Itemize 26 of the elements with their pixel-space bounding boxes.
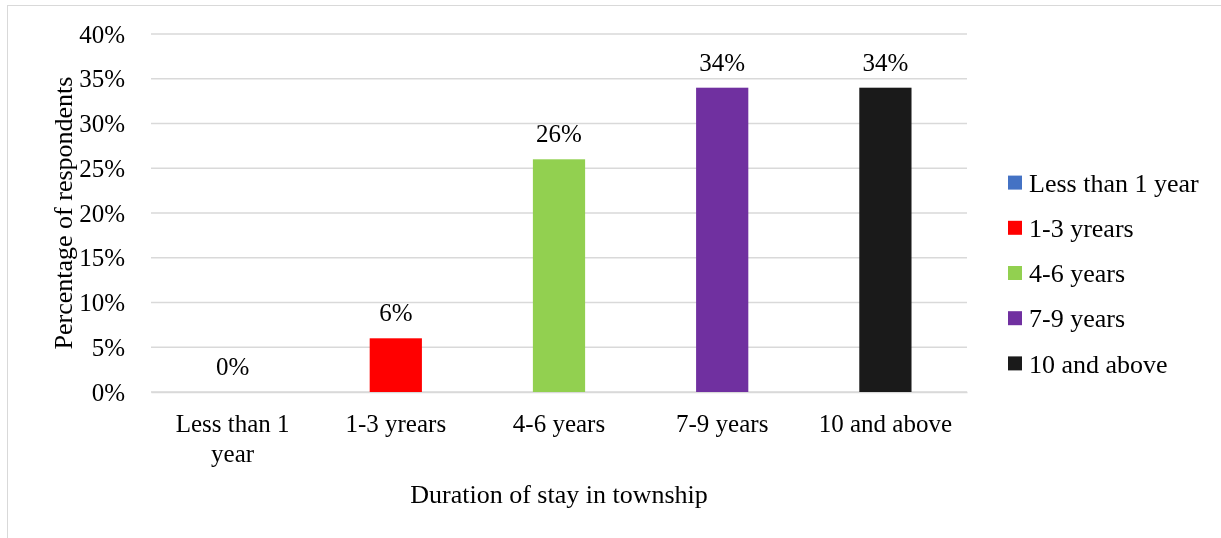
x-tick-label: Less than 1 year [175,409,290,467]
data-label: 6% [379,299,413,327]
x-tick-label: 1-3 yrears [345,409,447,437]
y-tick-label: 0% [91,378,125,406]
y-tick-label: 5% [91,333,125,361]
x-tick-label: 10 and above [818,409,953,437]
y-tick-label: 25% [79,154,125,182]
legend-label: 1-3 yrears [1029,213,1134,243]
y-axis-title: Percentage of respondents [49,76,78,350]
y-tick-label: 20% [79,199,125,227]
legend-label: 4-6 years [1029,259,1126,289]
y-tick-label: 15% [79,244,125,272]
y-tick-label: 40% [79,20,125,48]
x-tick-label: 7-9 years [676,409,769,437]
y-tick-label: 30% [79,110,125,137]
x-tick-label: 4-6 years [512,409,606,437]
data-label: 34% [862,48,909,76]
y-tick-label: 35% [79,65,125,93]
data-label: 0% [215,353,250,380]
legend-label: 10 and above [1029,349,1168,379]
legend-label: 7-9 years [1029,304,1126,334]
y-tick-label: 10% [79,289,125,316]
data-label: 34% [699,48,746,76]
x-axis-title: Duration of stay in township [410,480,708,509]
legend-label: Less than 1 year [1029,168,1199,198]
data-label: 26% [536,120,582,148]
